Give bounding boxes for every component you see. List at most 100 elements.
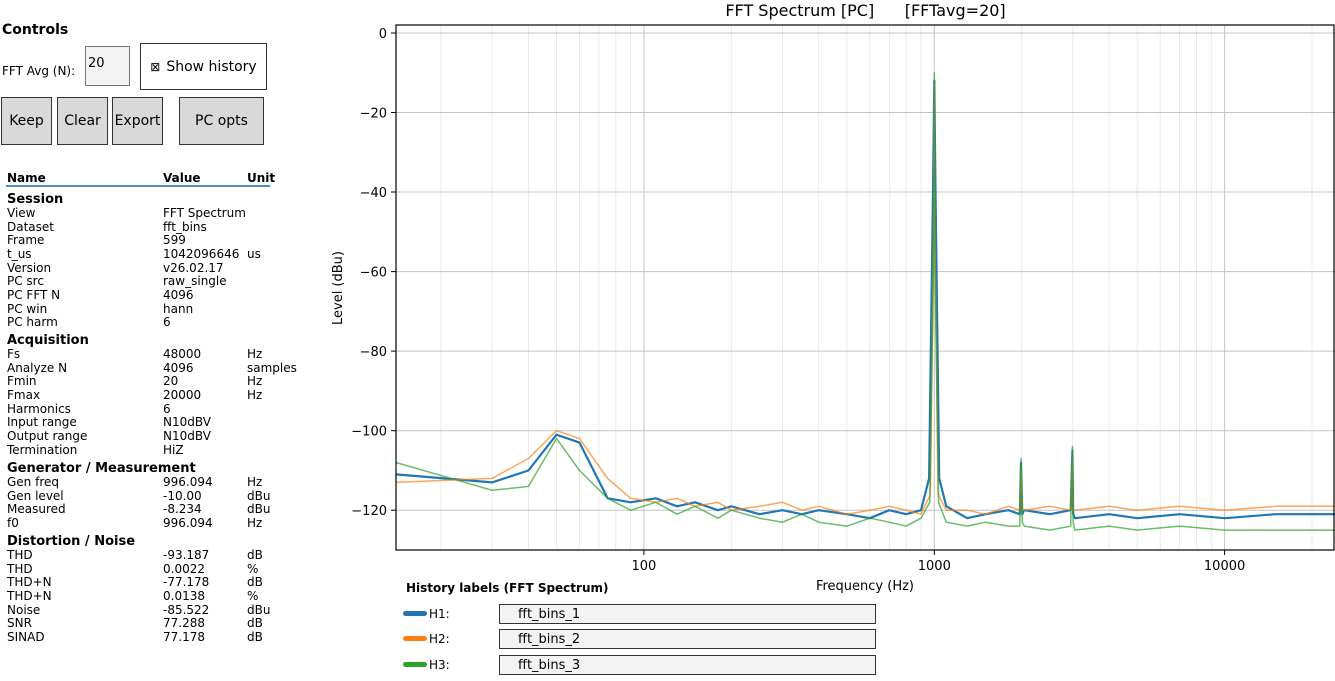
param-unit: Hz xyxy=(247,516,263,530)
history-label-input[interactable] xyxy=(499,655,876,675)
param-unit: dBu xyxy=(247,502,271,517)
param-name: Frame xyxy=(7,233,45,248)
param-value: 6 xyxy=(163,401,171,416)
param-unit: dBu xyxy=(247,488,271,503)
x-tick-label: 100 xyxy=(631,559,656,574)
history-label-input[interactable] xyxy=(499,604,876,624)
chart-title: FFT Spectrum [PC] [FFTavg=20] xyxy=(725,1,1006,20)
param-unit: Hz xyxy=(247,387,263,402)
param-unit: dB xyxy=(247,548,263,562)
param-value: 77.288 xyxy=(163,616,205,631)
y-tick-label: −20 xyxy=(360,107,387,122)
x-tick-label: 1000 xyxy=(918,559,951,574)
param-value: -93.187 xyxy=(163,548,210,562)
series-line-3 xyxy=(395,71,1335,531)
param-unit: samples xyxy=(247,360,297,375)
column-header-name: Name xyxy=(7,171,46,185)
param-value: 599 xyxy=(163,233,186,248)
param-unit: us xyxy=(247,246,261,261)
param-unit: % xyxy=(247,561,259,576)
y-tick-label: −120 xyxy=(351,504,387,519)
param-value: -8.234 xyxy=(163,502,202,517)
section-title: Acquisition xyxy=(7,333,89,348)
param-name: Output range xyxy=(7,428,88,443)
param-name: SNR xyxy=(7,616,32,631)
param-name: Gen freq xyxy=(7,475,59,489)
param-name: Harmonics xyxy=(7,401,71,416)
param-value: 0.0138 xyxy=(163,589,205,603)
param-name: Analyze N xyxy=(7,360,68,375)
column-header-unit: Unit xyxy=(247,171,276,185)
x-axis-label: Frequency (Hz) xyxy=(816,579,914,594)
param-name: Fmax xyxy=(7,387,41,402)
series-line-1 xyxy=(395,79,1335,520)
fft-avg-label: FFT Avg (N): xyxy=(2,64,76,78)
param-value: -85.522 xyxy=(163,602,210,617)
show-history-checkbox[interactable]: ⊠ xyxy=(150,59,161,74)
clear-button[interactable]: Clear xyxy=(57,97,108,145)
param-value: 4096 xyxy=(163,360,194,375)
param-name: f0 xyxy=(7,516,19,530)
y-tick-label: −60 xyxy=(360,266,387,281)
param-value: 0.0022 xyxy=(163,561,205,576)
keep-button[interactable]: Keep xyxy=(1,97,52,145)
fft-spectrum-chart: 100 1000 10000 0 −20 −40 −60 −80 −100 −120 Frequen… xyxy=(331,24,1335,594)
history-label: H1: xyxy=(429,607,450,621)
x-tick-label: 10000 xyxy=(1204,559,1245,574)
pc-opts-button[interactable]: PC opts xyxy=(179,97,264,145)
param-value: 4096 xyxy=(163,287,194,302)
param-value: 996.094 xyxy=(163,516,213,530)
plot-frame xyxy=(395,24,1335,551)
param-value: 996.094 xyxy=(163,475,213,489)
series-line-2 xyxy=(395,83,1335,515)
fft-avg-input[interactable] xyxy=(85,46,130,86)
y-tick-label: −80 xyxy=(360,345,387,360)
param-name: PC FFT N xyxy=(7,287,61,302)
param-name: THD+N xyxy=(7,575,52,590)
param-value: 1042096646 xyxy=(163,246,240,261)
param-name: Fmin xyxy=(7,374,37,389)
param-value: fft_bins xyxy=(163,219,207,234)
param-name: Termination xyxy=(7,442,78,457)
show-history-toggle[interactable]: ⊠ Show history xyxy=(140,43,267,90)
column-header-value: Value xyxy=(163,171,201,185)
history-swatch xyxy=(403,662,427,667)
param-value: -77.178 xyxy=(163,575,210,590)
export-button[interactable]: Export xyxy=(112,97,163,145)
param-name: PC harm xyxy=(7,315,58,330)
param-unit: dB xyxy=(247,629,263,644)
param-name: Gen level xyxy=(7,488,64,503)
param-unit: dBu xyxy=(247,602,271,617)
param-unit: dB xyxy=(247,575,263,590)
param-name: Version xyxy=(7,260,52,275)
param-name: Noise xyxy=(7,602,41,617)
history-swatch xyxy=(403,611,427,616)
param-value: 20000 xyxy=(163,387,202,402)
y-tick-label: 0 xyxy=(379,27,387,42)
y-tick-label: −40 xyxy=(360,186,387,201)
param-value: v26.02.17 xyxy=(163,260,224,275)
param-value: hann xyxy=(163,301,194,316)
param-value: N10dBV xyxy=(163,415,211,430)
y-tick-label: −100 xyxy=(351,425,387,440)
param-value: N10dBV xyxy=(163,428,211,443)
section-title: Session xyxy=(7,192,64,207)
param-value: 48000 xyxy=(163,347,202,361)
param-name: PC src xyxy=(7,274,44,289)
param-name: t_us xyxy=(7,246,32,261)
history-label-input[interactable] xyxy=(499,629,876,649)
param-value: HiZ xyxy=(163,442,184,457)
param-value: 77.178 xyxy=(163,629,205,644)
history-label: H2: xyxy=(429,632,450,646)
param-name: Input range xyxy=(7,415,77,430)
param-value: FFT Spectrum xyxy=(163,206,246,220)
param-name: SINAD xyxy=(7,629,45,644)
param-value: raw_single xyxy=(163,274,227,289)
param-unit: Hz xyxy=(247,475,263,489)
param-name: Fs xyxy=(7,347,21,361)
param-value: 20 xyxy=(163,374,179,389)
param-unit: Hz xyxy=(247,347,263,361)
param-value: 6 xyxy=(163,315,171,330)
section-title: Generator / Measurement xyxy=(7,461,196,476)
controls-title: Controls xyxy=(2,22,69,38)
